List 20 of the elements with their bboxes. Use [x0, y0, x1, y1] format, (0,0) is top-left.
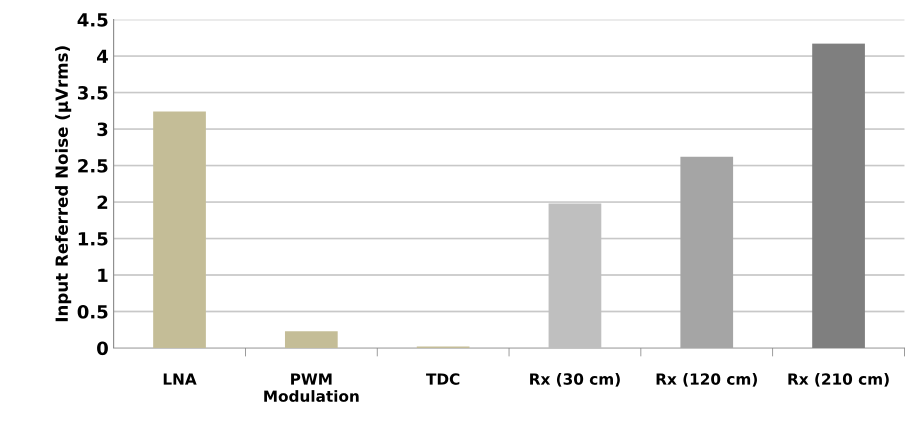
y-tick-label: 1: [98, 268, 108, 282]
y-tick-label: 3: [97, 122, 108, 136]
x-tick-label: Rx (120 cm): [656, 373, 757, 387]
bar: [680, 156, 734, 348]
x-tick-label: Rx (30 cm): [530, 373, 620, 387]
y-tick-label: 0: [97, 341, 108, 356]
x-tick-label: TDC: [426, 373, 460, 385]
y-tick-label: 1.5: [78, 232, 108, 246]
x-tick-label: LNA: [164, 373, 197, 385]
y-tick-label: 3.5: [78, 86, 108, 100]
y-axis-title: Input Referred Noise (µVrms): [55, 46, 72, 322]
x-tick-label: PWM Modulation: [264, 373, 359, 402]
x-tick-label: Rx (210 cm): [788, 373, 889, 387]
y-tick-label: 2: [98, 195, 108, 209]
y-tick-label: 4.5: [78, 13, 108, 27]
bar: [153, 112, 206, 348]
bar: [284, 331, 338, 348]
y-tick-label: 2.5: [78, 159, 108, 173]
y-tick-label: 4: [97, 50, 108, 63]
y-tick-label: 0.5: [78, 304, 108, 319]
